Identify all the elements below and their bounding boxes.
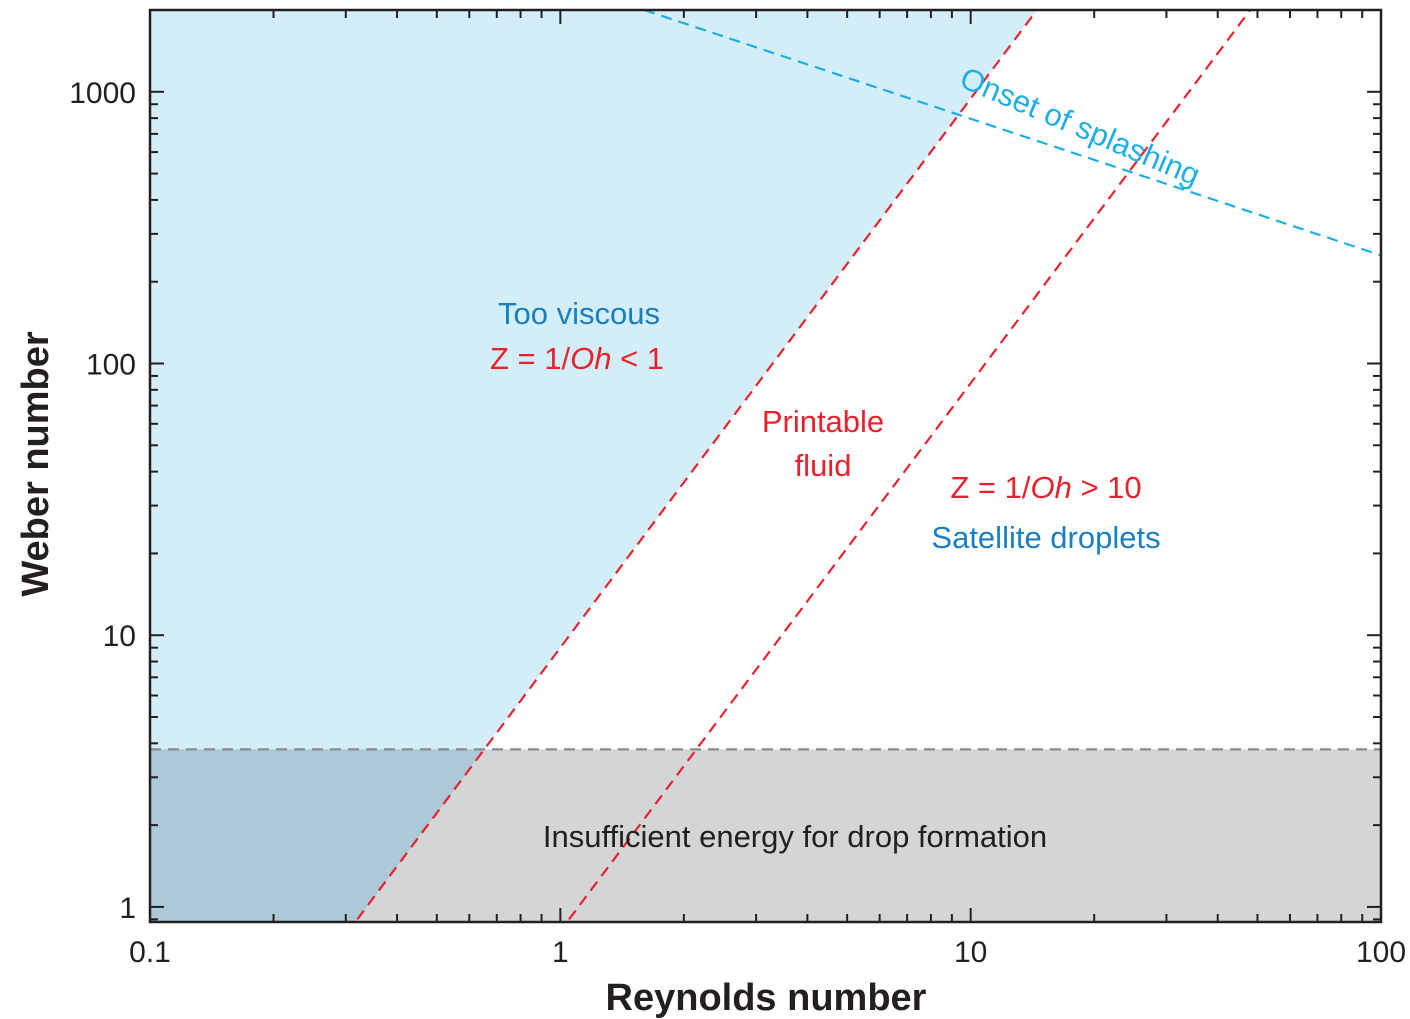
plot-frame [148, 8, 1383, 924]
annotation-printable: Printable [762, 404, 884, 439]
axes: 0.1 1 10 100 1 10 100 1000 [69, 8, 1406, 969]
splashing-onset-line [643, 8, 1382, 257]
y-tick-label: 1 [119, 892, 136, 925]
axis-labels: Reynolds number Weber number [15, 331, 927, 1019]
annotation-z-high-suffix: > 10 [1072, 470, 1142, 505]
annotation-insufficient-energy: Insufficient energy for drop formation [543, 819, 1047, 854]
z-equals-1-line [356, 9, 1038, 921]
annotation-z-high-oh: Oh [1030, 470, 1071, 505]
y-tick-label: 1000 [69, 77, 136, 110]
regions [150, 10, 1381, 922]
annotation-fluid: fluid [795, 448, 852, 483]
series-lines [150, 8, 1382, 921]
annotation-z-low-suffix: < 1 [611, 341, 664, 376]
y-tick-label: 100 [86, 348, 136, 381]
z-equals-10-line [568, 9, 1252, 921]
x-axis-title: Reynolds number [606, 977, 927, 1019]
x-tick-label: 1 [552, 936, 569, 969]
y-axis-title: Weber number [15, 331, 57, 597]
x-tick-label: 100 [1356, 936, 1406, 969]
annotation-too-viscous: Too viscous [498, 296, 660, 331]
annotation-z-low-oh: Oh [570, 341, 611, 376]
annotation-z-high: Z = 1/Oh > 10 [950, 470, 1141, 505]
annotation-satellite-droplets: Satellite droplets [931, 520, 1160, 555]
y-tick-label: 10 [103, 620, 136, 653]
x-tick-label: 10 [954, 936, 987, 969]
annotation-z-high-prefix: Z = 1/ [950, 470, 1031, 505]
region-insufficient-energy [150, 749, 1381, 922]
annotation-z-low-prefix: Z = 1/ [490, 341, 571, 376]
annotation-z-low: Z = 1/Oh < 1 [490, 341, 664, 376]
region-overlap [150, 749, 485, 922]
region-too-viscous [150, 10, 1037, 750]
x-tick-label: 0.1 [129, 936, 171, 969]
